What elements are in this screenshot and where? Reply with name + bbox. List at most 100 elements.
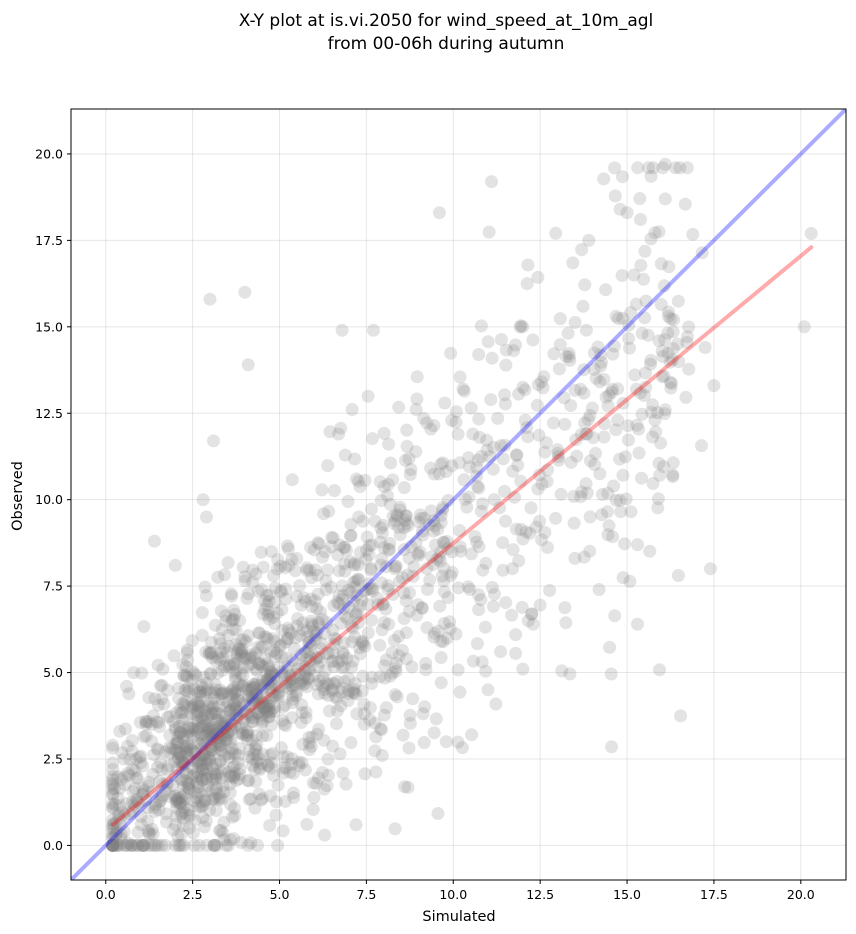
- scatter-point: [526, 333, 540, 347]
- x-tick-label: 2.5: [183, 887, 203, 902]
- scatter-point: [182, 725, 196, 738]
- scatter-point: [375, 576, 388, 590]
- scatter-point: [256, 714, 270, 728]
- scatter-point: [474, 593, 488, 607]
- scatter-point: [242, 689, 255, 703]
- scatter-point: [109, 828, 123, 842]
- scatter-point: [177, 698, 191, 712]
- scatter-point: [230, 684, 243, 698]
- scatter-point: [143, 827, 157, 841]
- scatter-point: [208, 683, 222, 697]
- scatter-point: [541, 541, 554, 554]
- scatter-point: [141, 779, 155, 793]
- scatter-point: [392, 629, 406, 643]
- scatter-point: [245, 714, 259, 728]
- scatter-point: [288, 678, 302, 692]
- scatter-point: [176, 755, 190, 769]
- scatter-point: [347, 686, 361, 700]
- scatter-point: [564, 455, 578, 469]
- scatter-point: [417, 511, 431, 525]
- scatter-point: [258, 702, 272, 716]
- scatter-point: [128, 838, 142, 852]
- scatter-point: [209, 804, 223, 818]
- scatter-point: [213, 738, 227, 752]
- scatter-point: [373, 638, 387, 652]
- scatter-point: [461, 580, 475, 594]
- scatter-point: [136, 781, 150, 795]
- scatter-point: [665, 377, 678, 390]
- scatter-point: [202, 698, 216, 712]
- scatter-point: [220, 733, 233, 747]
- scatter-point: [296, 616, 310, 630]
- scatter-point: [244, 836, 258, 850]
- scatter-point: [309, 651, 323, 665]
- scatter-point: [232, 677, 246, 691]
- scatter-point: [168, 789, 182, 803]
- scatter-point: [295, 706, 309, 719]
- scatter-point: [498, 388, 512, 402]
- scatter-point: [406, 569, 420, 583]
- scatter-point: [352, 573, 366, 587]
- scatter-point: [181, 780, 195, 794]
- scatter-point: [265, 668, 279, 682]
- scatter-point: [290, 685, 304, 699]
- scatter-point: [178, 792, 192, 806]
- scatter-point: [242, 683, 256, 697]
- scatter-point: [597, 172, 611, 186]
- scatter-point: [208, 678, 222, 692]
- scatter-point: [179, 728, 193, 742]
- scatter-point: [547, 416, 560, 430]
- scatter-point: [388, 562, 402, 576]
- scatter-point: [228, 673, 242, 687]
- scatter-point: [249, 567, 263, 581]
- scatter-point: [326, 676, 340, 690]
- scatter-point: [218, 728, 231, 742]
- scatter-point: [386, 588, 400, 601]
- scatter-point: [332, 597, 346, 611]
- scatter-point: [171, 750, 185, 764]
- scatter-point: [196, 810, 210, 824]
- scatter-point: [631, 161, 645, 175]
- scatter-point: [268, 595, 282, 609]
- scatter-point: [199, 727, 213, 741]
- scatter-point: [150, 715, 164, 729]
- scatter-point: [579, 427, 593, 441]
- scatter-point: [200, 676, 214, 690]
- scatter-point: [240, 707, 254, 721]
- scatter-point: [215, 687, 229, 701]
- scatter-point: [191, 736, 205, 750]
- scatter-point: [589, 446, 603, 460]
- scatter-point: [597, 430, 611, 444]
- scatter-point: [323, 425, 337, 439]
- scatter-point: [262, 659, 276, 673]
- scatter-point: [588, 458, 601, 472]
- scatter-point: [194, 787, 208, 801]
- scatter-point: [342, 672, 356, 686]
- scatter-point: [628, 368, 642, 382]
- scatter-point: [212, 699, 226, 713]
- scatter-point: [363, 582, 377, 596]
- scatter-point: [661, 346, 675, 360]
- scatter-point: [316, 671, 330, 684]
- scatter-point: [194, 701, 208, 715]
- scatter-point: [313, 605, 327, 619]
- scatter-point: [666, 456, 680, 470]
- scatter-point: [275, 603, 289, 617]
- scatter-point: [364, 502, 378, 516]
- scatter-point: [339, 777, 353, 791]
- scatter-point: [222, 747, 236, 760]
- scatter-point: [189, 745, 203, 759]
- scatter-point: [262, 702, 276, 716]
- scatter-point: [449, 627, 463, 641]
- scatter-point: [568, 316, 582, 329]
- scatter-point: [197, 688, 210, 702]
- scatter-point: [193, 800, 206, 814]
- scatter-point: [217, 685, 231, 699]
- scatter-point: [185, 728, 198, 742]
- scatter-point: [498, 484, 511, 498]
- scatter-point: [173, 726, 187, 740]
- scatter-point: [327, 660, 341, 674]
- scatter-point: [261, 676, 275, 690]
- scatter-point: [189, 791, 203, 805]
- scatter-point: [179, 767, 193, 781]
